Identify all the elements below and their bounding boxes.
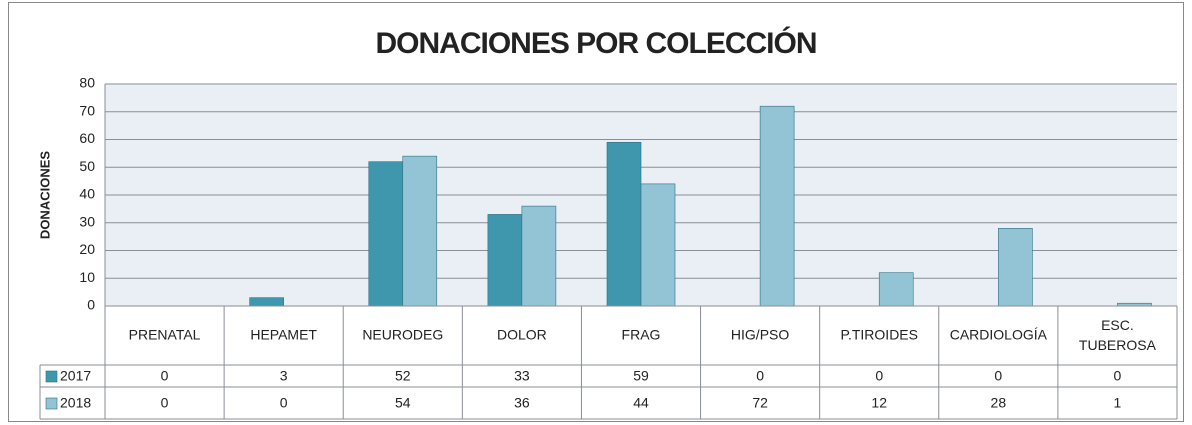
table-value: 59 <box>633 368 649 384</box>
x-tick-label: ESC. TUBEROSA <box>1079 317 1157 353</box>
table-value: 44 <box>633 395 649 411</box>
table-value: 0 <box>756 368 764 384</box>
x-tick-label: NEURODEG <box>362 327 443 343</box>
table-value: 28 <box>991 395 1007 411</box>
y-tick-label: 60 <box>79 130 95 146</box>
legend-key <box>45 397 58 410</box>
table-value: 33 <box>514 368 530 384</box>
x-tick-label: DOLOR <box>497 327 547 343</box>
y-tick-label: 20 <box>79 241 95 257</box>
bar <box>368 161 404 307</box>
y-axis-label: DONACIONES <box>37 151 52 239</box>
legend-label: 2017 <box>60 368 91 384</box>
y-tick-label: 10 <box>79 269 95 285</box>
y-tick-label: 40 <box>79 186 95 202</box>
table-value: 3 <box>280 368 288 384</box>
y-tick-label: 0 <box>87 297 95 313</box>
x-tick-label: FRAG <box>622 327 661 343</box>
table-value: 72 <box>752 395 768 411</box>
bar <box>998 228 1033 307</box>
table-value: 52 <box>395 368 411 384</box>
legend-key <box>45 370 58 383</box>
y-tick-label: 50 <box>79 158 95 174</box>
x-tick-label: HEPAMET <box>250 327 317 343</box>
bar <box>402 155 438 307</box>
table-value: 54 <box>395 395 411 411</box>
y-tick-label: 30 <box>79 213 95 229</box>
bar <box>759 105 795 307</box>
table-value: 0 <box>875 368 883 384</box>
table-value: 0 <box>161 395 169 411</box>
table-value: 0 <box>280 395 288 411</box>
y-tick-label: 80 <box>79 75 95 91</box>
bar <box>521 205 557 307</box>
bar <box>640 183 676 307</box>
x-tick-label: CARDIOLOGÍA <box>950 327 1048 343</box>
x-tick-label: P.TIROIDES <box>840 327 918 343</box>
bar <box>249 297 284 307</box>
y-tick-label: 70 <box>79 102 95 118</box>
table-value: 0 <box>994 368 1002 384</box>
table-value: 1 <box>1114 395 1122 411</box>
x-tick-label: PRENATAL <box>129 327 201 343</box>
table-value: 36 <box>514 395 530 411</box>
x-tick-label: HIG/PSO <box>731 327 789 343</box>
bar <box>606 141 642 307</box>
bar <box>878 272 914 307</box>
table-value: 0 <box>1114 368 1122 384</box>
chart-title: DONACIONES POR COLECCIÓN <box>375 26 816 60</box>
legend-label: 2018 <box>60 395 91 411</box>
table-value: 0 <box>161 368 169 384</box>
table-value: 12 <box>871 395 887 411</box>
bar <box>487 214 523 307</box>
